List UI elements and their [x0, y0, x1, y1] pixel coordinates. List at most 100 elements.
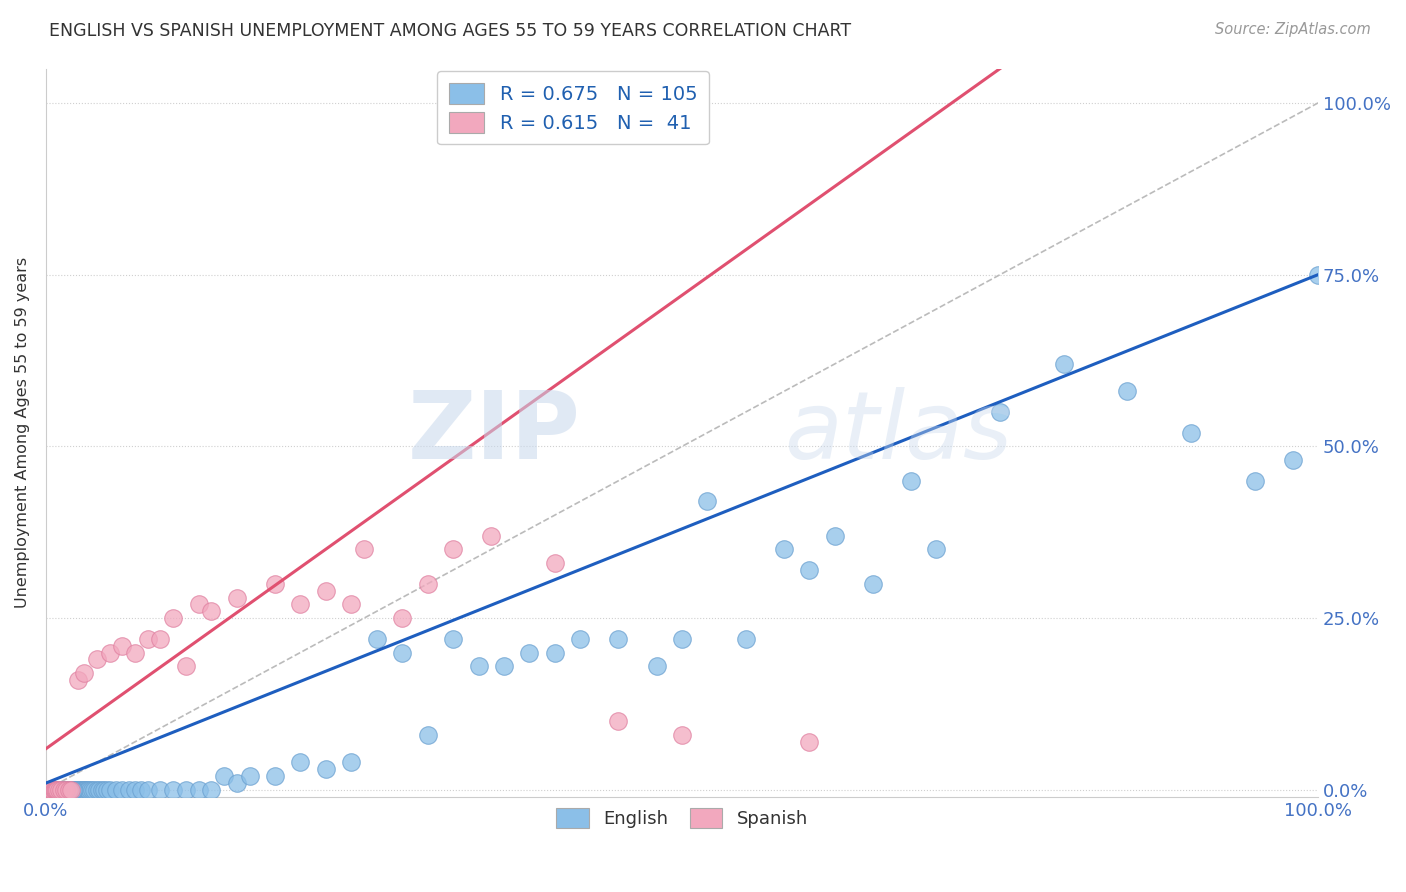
Point [39, 783, 62, 797]
Point [86, 652, 108, 666]
Point [66, 783, 89, 797]
Point [479, 529, 502, 543]
Point [862, 576, 884, 591]
Point [46, 783, 69, 797]
Point [44, 783, 66, 797]
Legend: English, Spanish: English, Spanish [548, 801, 815, 835]
Point [45, 783, 67, 797]
Text: Source: ZipAtlas.com: Source: ZipAtlas.com [1215, 22, 1371, 37]
Point [96, 783, 118, 797]
Point [70, 783, 93, 797]
Text: atlas: atlas [783, 387, 1012, 478]
Point [58, 783, 80, 797]
Point [1243, 474, 1265, 488]
Point [544, 646, 567, 660]
Point [52, 783, 75, 797]
Point [53, 783, 76, 797]
Point [41, 783, 63, 797]
Point [315, 762, 337, 776]
Point [60, 783, 83, 797]
Point [66, 673, 89, 687]
Point [55, 783, 77, 797]
Point [124, 783, 146, 797]
Point [238, 769, 260, 783]
Point [48, 783, 70, 797]
Point [56, 783, 79, 797]
Point [48, 783, 70, 797]
Point [824, 529, 846, 543]
Point [104, 783, 127, 797]
Point [988, 405, 1011, 419]
Point [441, 632, 464, 646]
Point [416, 576, 439, 591]
Point [671, 728, 693, 742]
Point [290, 756, 312, 770]
Point [46, 783, 69, 797]
Point [1180, 425, 1202, 440]
Point [162, 783, 184, 797]
Point [38, 783, 60, 797]
Point [83, 783, 105, 797]
Point [111, 783, 134, 797]
Point [38, 783, 60, 797]
Point [79, 783, 101, 797]
Point [67, 783, 90, 797]
Point [46, 783, 69, 797]
Point [93, 783, 115, 797]
Point [492, 659, 515, 673]
Point [52, 783, 75, 797]
Point [35, 783, 58, 797]
Point [441, 542, 464, 557]
Point [174, 783, 197, 797]
Point [1116, 384, 1139, 399]
Point [55, 783, 77, 797]
Point [1308, 268, 1330, 282]
Point [38, 783, 60, 797]
Point [696, 494, 718, 508]
Point [544, 556, 567, 570]
Point [63, 783, 86, 797]
Point [62, 783, 84, 797]
Point [340, 598, 363, 612]
Point [264, 576, 287, 591]
Point [44, 783, 66, 797]
Point [200, 604, 222, 618]
Point [51, 783, 73, 797]
Point [42, 783, 65, 797]
Point [174, 659, 197, 673]
Point [200, 783, 222, 797]
Point [136, 632, 159, 646]
Point [1281, 453, 1303, 467]
Point [187, 783, 209, 797]
Point [799, 563, 821, 577]
Point [225, 776, 247, 790]
Point [76, 783, 98, 797]
Point [225, 591, 247, 605]
Point [39, 783, 62, 797]
Point [149, 632, 172, 646]
Point [46, 783, 69, 797]
Point [86, 783, 108, 797]
Point [569, 632, 592, 646]
Point [41, 783, 63, 797]
Point [60, 783, 83, 797]
Point [315, 583, 337, 598]
Point [366, 632, 388, 646]
Point [49, 783, 72, 797]
Point [98, 783, 121, 797]
Point [60, 783, 83, 797]
Point [59, 783, 82, 797]
Point [353, 542, 375, 557]
Point [45, 783, 67, 797]
Point [42, 783, 65, 797]
Point [925, 542, 948, 557]
Text: ZIP: ZIP [408, 386, 581, 479]
Point [42, 783, 65, 797]
Point [416, 728, 439, 742]
Point [69, 783, 91, 797]
Point [1053, 357, 1076, 371]
Point [91, 783, 114, 797]
Point [73, 666, 96, 681]
Point [65, 783, 87, 797]
Point [900, 474, 922, 488]
